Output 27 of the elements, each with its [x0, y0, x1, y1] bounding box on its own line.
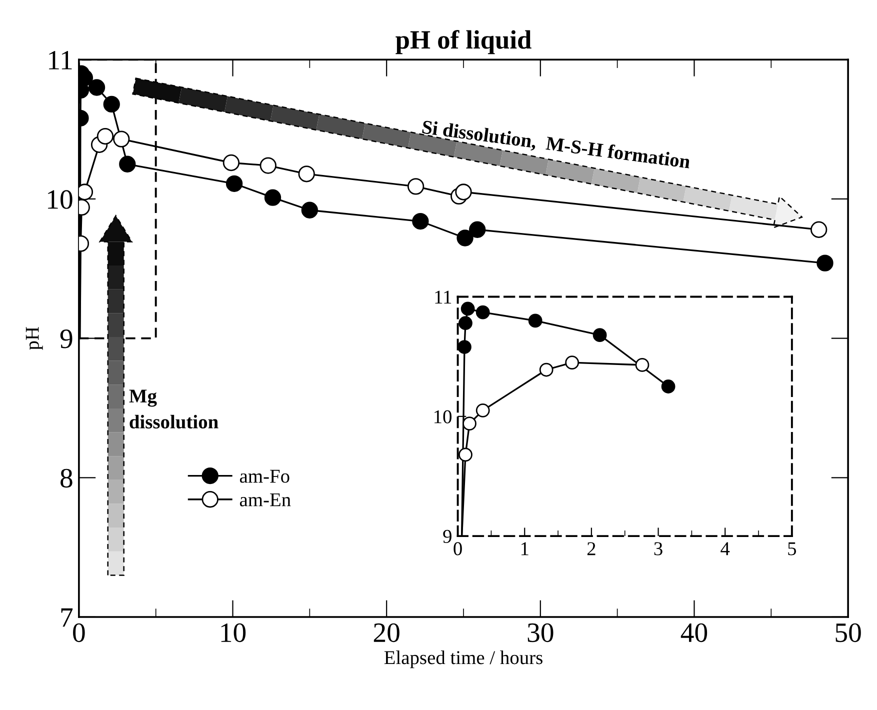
legend-label: am-Fo [240, 470, 290, 483]
annotation: Si dissolution, M-S-H formation [422, 120, 691, 172]
y-tick-label: 9 [60, 330, 72, 348]
x-tick-label: 10 [221, 623, 246, 642]
x-tick-label: 1 [521, 542, 528, 556]
x-tick-label: 20 [374, 623, 400, 642]
x-axis-title: Elapsed time / hours [384, 650, 542, 668]
x-tick-label: 0 [73, 623, 85, 642]
y-tick-label: 10 [434, 410, 452, 424]
x-tick-label: 40 [680, 623, 708, 642]
x-tick-label: 5 [788, 542, 796, 556]
annotation: Mg dissolution [129, 390, 218, 429]
x-tick-label: 30 [528, 623, 554, 642]
x-tick-label: 3 [654, 542, 662, 556]
y-tick-label: 10 [48, 190, 72, 209]
legend-label: am-En [240, 493, 291, 506]
x-tick-label: 2 [587, 542, 596, 556]
y-tick-label: 11 [435, 290, 452, 304]
y-tick-label: 7 [61, 608, 73, 627]
y-tick-label: 8 [60, 468, 72, 488]
y-tick-label: 11 [49, 50, 72, 70]
chart-title: pH of liquid [396, 30, 532, 54]
x-tick-label: 4 [720, 542, 730, 556]
y-axis-title: pH [26, 327, 43, 350]
x-tick-label: 0 [454, 542, 462, 556]
y-tick-label: 9 [443, 530, 452, 543]
x-tick-label: 50 [836, 623, 861, 642]
